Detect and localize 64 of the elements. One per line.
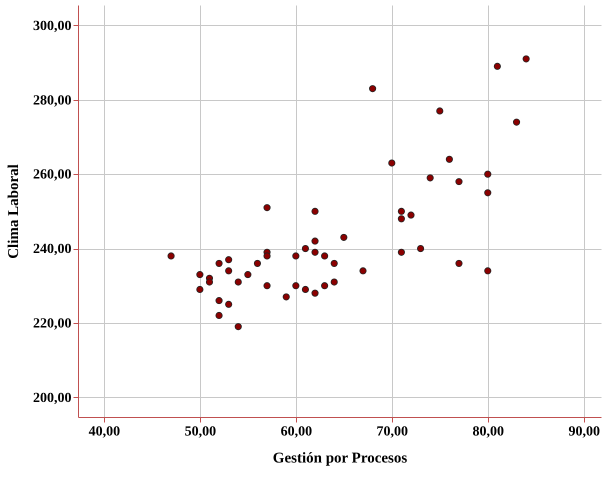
point <box>522 55 530 62</box>
point <box>282 293 290 300</box>
point <box>398 248 405 256</box>
point <box>321 282 328 290</box>
point <box>311 238 319 245</box>
y-tick-label: 300,00 <box>33 18 72 34</box>
point <box>263 282 271 290</box>
point <box>512 118 520 126</box>
point <box>311 248 319 256</box>
point <box>216 312 223 320</box>
x-tick-label: 80,00 <box>472 424 504 440</box>
point <box>407 212 415 219</box>
point <box>234 278 242 286</box>
x-tick-label: 50,00 <box>184 424 216 440</box>
point <box>311 290 319 297</box>
point <box>254 260 262 267</box>
point <box>484 189 492 196</box>
point <box>216 297 223 304</box>
x-tick-label: 60,00 <box>280 424 312 440</box>
point <box>330 278 338 286</box>
point <box>225 267 232 274</box>
point <box>168 252 175 260</box>
y-tick-label: 200,00 <box>33 390 72 406</box>
x-tick-label: 40,00 <box>88 424 120 440</box>
point <box>436 107 444 115</box>
point <box>398 208 405 215</box>
point <box>340 234 348 241</box>
x-tick-label: 70,00 <box>376 424 408 440</box>
point <box>398 215 405 222</box>
point <box>417 245 424 252</box>
point <box>263 252 271 260</box>
point <box>234 323 242 330</box>
point <box>388 159 396 167</box>
point <box>484 267 492 274</box>
point <box>225 300 232 308</box>
point <box>311 208 319 215</box>
point <box>196 286 204 294</box>
y-axis-title: Clima Laboral <box>6 164 22 259</box>
point <box>292 282 300 290</box>
point <box>244 271 252 278</box>
point <box>455 260 463 267</box>
point <box>369 85 376 92</box>
point <box>196 271 204 278</box>
point <box>494 62 501 70</box>
point <box>302 286 309 294</box>
y-tick-label: 260,00 <box>33 168 72 183</box>
point <box>292 252 300 260</box>
point <box>455 178 463 186</box>
point <box>263 204 271 212</box>
y-tick-label: 280,00 <box>33 93 72 108</box>
point <box>216 260 223 267</box>
x-tick-label: 90,00 <box>568 424 600 440</box>
point <box>446 156 453 163</box>
y-tick-label: 220,00 <box>33 316 72 332</box>
point <box>484 170 492 178</box>
point <box>225 256 232 264</box>
point <box>426 174 434 182</box>
x-axis-title: Gestión por Procesos <box>272 450 408 466</box>
point <box>359 267 367 274</box>
point <box>330 260 338 267</box>
y-tick-label: 240,00 <box>33 242 72 258</box>
point <box>206 278 214 286</box>
point <box>321 252 328 260</box>
point <box>302 245 309 252</box>
